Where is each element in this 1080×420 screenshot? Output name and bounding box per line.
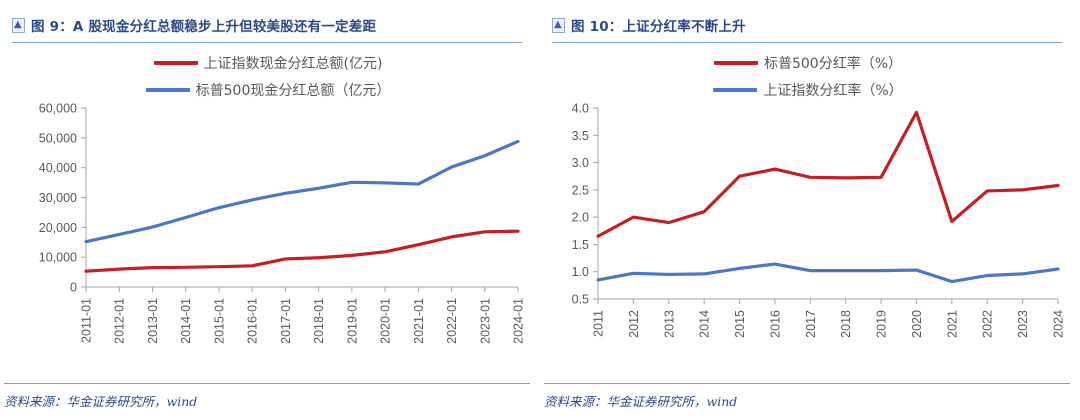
y-tick-label: 2.5 [572, 183, 589, 197]
legend-label-sse-dividend-total: 上证指数现金分红总额(亿元) [203, 56, 383, 72]
x-tick-label: 2012-01 [113, 298, 127, 344]
y-tick-label: 40,000 [39, 161, 77, 175]
series-line-red [596, 110, 1060, 238]
legend-swatch-red [153, 61, 198, 65]
y-tick-label: 30,000 [39, 191, 77, 205]
x-tick-label: 2011-01 [80, 298, 94, 343]
x-tick-label: 2024 [1052, 310, 1066, 338]
legend-label-sse-dividend-yield: 上证指数分红率（%） [763, 83, 903, 99]
figure-panel-10: ▲ 图 10：上证分红率不断上升 标普500分红率（%） 上证指数分红率（%） … [540, 0, 1080, 420]
figure-9-title: 图 9：A 股现金分红总额稳步上升但较美股还有一定差距 [31, 19, 377, 35]
legend-item-sp500-dividend-yield: 标普500分红率（%） [713, 53, 903, 73]
figure-9-plot: 0 10,000 20,000 30,000 40,000 50,000 60,000 201… [39, 102, 526, 344]
x-tick-label: 2016 [768, 310, 782, 338]
y-tick-label: 2.0 [572, 211, 589, 225]
figure-10-chart: 0.5 1.0 1.5 2.0 2.5 3.0 3.5 4.0 2011 2012 2013 2014… [548, 100, 1068, 365]
y-tick-label: 0.5 [572, 293, 589, 307]
x-tick-label: 2019-01 [345, 298, 359, 344]
series-line-blue [84, 139, 520, 244]
x-tick-label: 2022-01 [445, 298, 459, 344]
figure-10-footer: 资料来源：华金证券研究所，wind [544, 383, 1070, 410]
figure-panel-9: ▲ 图 9：A 股现金分红总额稳步上升但较美股还有一定差距 上证指数现金分红总额… [4, 0, 530, 410]
figure-10-title: 图 10：上证分红率不断上升 [571, 19, 746, 35]
figure-10-legend: 标普500分红率（%） 上证指数分红率（%） [548, 53, 1068, 100]
x-tick-label: 2011 [592, 310, 606, 337]
y-tick-label: 1.5 [572, 238, 589, 252]
y-tick-label: 10,000 [39, 251, 77, 265]
figure-10-plot: 0.5 1.0 1.5 2.0 2.5 3.0 3.5 4.0 2011 2012 2013 2014… [572, 102, 1066, 338]
y-tick-label: 3.5 [572, 129, 589, 143]
series-line-blue [596, 262, 1060, 284]
figure-9-footer-rule [4, 383, 530, 384]
y-tick-label: 60,000 [39, 102, 77, 116]
y-tick-label: 3.0 [572, 156, 589, 170]
figure-10-title-rule [552, 42, 1062, 43]
y-tick-label: 4.0 [572, 102, 589, 116]
figure-9-legend: 上证指数现金分红总额(亿元) 标普500现金分红总额（亿元） [8, 53, 528, 100]
x-tick-label: 2023 [1016, 310, 1030, 338]
y-tick-label: 50,000 [39, 131, 77, 145]
figure-10-source: 资料来源：华金证券研究所，wind [544, 394, 738, 409]
legend-item-sse-dividend-yield: 上证指数分红率（%） [713, 80, 903, 100]
x-tick-label: 2014 [698, 310, 712, 338]
figure-9-title-rule [12, 42, 522, 43]
figure-10-title-row: ▲ 图 10：上证分红率不断上升 [548, 0, 1068, 38]
legend-swatch-blue [713, 88, 758, 92]
y-tick-label: 0 [70, 281, 77, 295]
legend-swatch-red [713, 61, 758, 65]
x-tick-label: 2019 [875, 310, 889, 338]
legend-swatch-blue [145, 88, 190, 92]
series-line-red [84, 229, 520, 273]
x-tick-label: 2017-01 [279, 298, 293, 344]
figure-9-title-row: ▲ 图 9：A 股现金分红总额稳步上升但较美股还有一定差距 [8, 0, 528, 38]
chart-badge-icon: ▲ [552, 17, 565, 33]
y-tick-label: 20,000 [39, 221, 77, 235]
legend-label-sp500-dividend-total: 标普500现金分红总额（亿元） [195, 83, 391, 99]
y-tick-label: 1.0 [572, 265, 589, 279]
figure-9-footer: 资料来源：华金证券研究所，wind [4, 383, 530, 410]
figure-9-chart: 0 10,000 20,000 30,000 40,000 50,000 60,000 201… [8, 100, 528, 365]
chart-badge-icon: ▲ [12, 17, 25, 33]
x-tick-label: 2018 [839, 310, 853, 338]
legend-label-sp500-dividend-yield: 标普500分红率（%） [763, 56, 903, 72]
x-tick-label: 2021 [945, 310, 959, 338]
legend-item-sse-dividend-total: 上证指数现金分红总额(亿元) [153, 53, 383, 73]
figure-10-footer-rule [544, 383, 1070, 384]
x-tick-label: 2018-01 [312, 298, 326, 344]
x-tick-label: 2014-01 [179, 298, 193, 344]
x-tick-label: 2024-01 [512, 298, 526, 344]
x-tick-label: 2012 [627, 310, 641, 338]
x-tick-label: 2020-01 [379, 298, 393, 344]
x-tick-label: 2020 [910, 310, 924, 338]
x-tick-label: 2015-01 [212, 298, 226, 344]
figure-9-source: 资料来源：华金证券研究所，wind [4, 394, 198, 409]
x-tick-label: 2023-01 [478, 298, 492, 344]
x-tick-label: 2016-01 [246, 298, 260, 344]
x-tick-label: 2013 [662, 310, 676, 338]
x-tick-label: 2013-01 [146, 298, 160, 344]
x-tick-label: 2021-01 [412, 298, 426, 344]
x-tick-label: 2015 [733, 310, 747, 338]
legend-item-sp500-dividend-total: 标普500现金分红总额（亿元） [145, 80, 391, 100]
x-tick-label: 2017 [804, 310, 818, 338]
x-tick-label: 2022 [981, 310, 995, 338]
